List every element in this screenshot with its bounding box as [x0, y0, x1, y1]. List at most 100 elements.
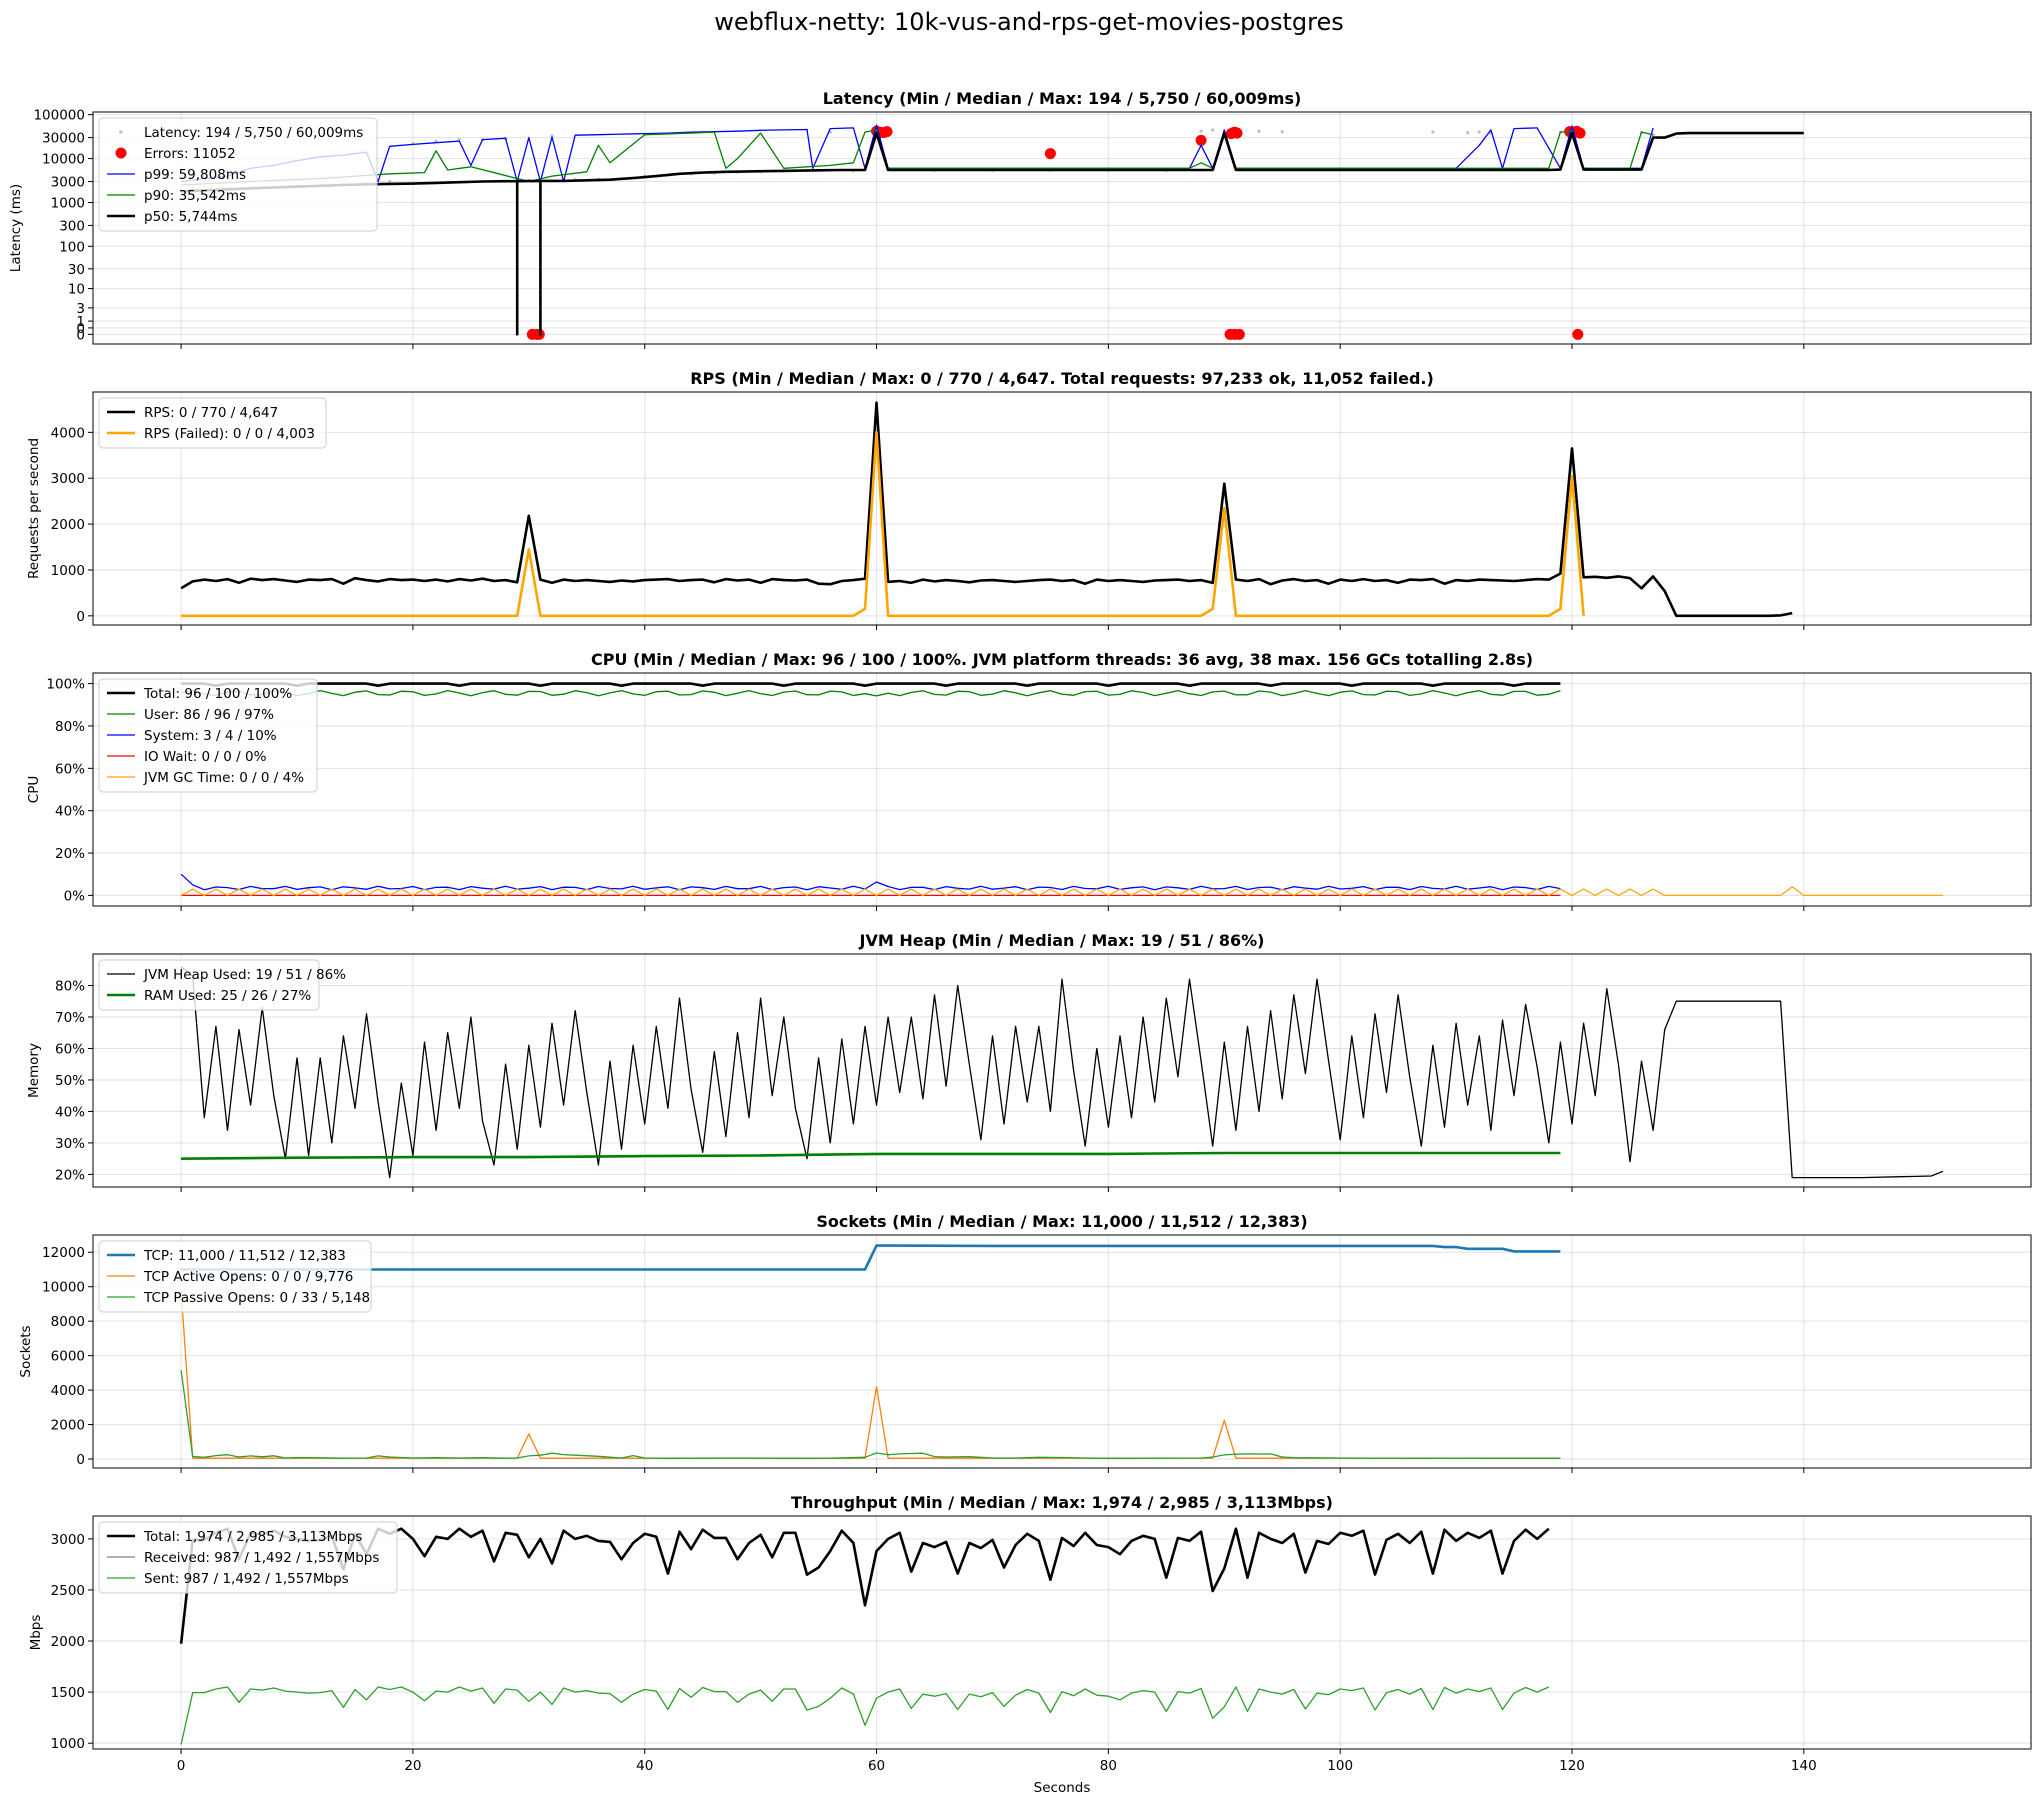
latency-point: [1466, 131, 1470, 135]
series-latency-4: [181, 131, 1804, 336]
y-tick-label: 30: [68, 262, 85, 278]
latency-point: [1477, 130, 1481, 134]
data-layer-sockets: [180, 1244, 1561, 1459]
axes-frame: [92, 391, 2032, 626]
axes-frame: [92, 672, 2032, 907]
y-tick-label: 3000: [51, 1532, 85, 1548]
legend-entry: Errors: 11052: [144, 146, 236, 162]
latency-point: [1280, 130, 1284, 134]
legend-entry: RAM Used: 25 / 26 / 27%: [144, 988, 311, 1004]
y-tick-label: 3: [76, 301, 85, 317]
series-cpu-0: [181, 682, 1561, 687]
panel-title-sockets: Sockets (Min / Median / Max: 11,000 / 11…: [816, 1212, 1307, 1231]
legend-entry: Received: 987 / 1,492 / 1,557Mbps: [144, 1550, 379, 1566]
panel-heap: 20% 30% 40% 50% 60% 70% 80% JVM Heap (Min / Med…: [26, 931, 2032, 1192]
error-point: [1233, 328, 1245, 340]
series-rps-0: [180, 401, 1793, 618]
series-sockets-2: [180, 1370, 1561, 1459]
y-tick-label: 8000: [51, 1314, 85, 1330]
legend-entry: TCP Active Opens: 0 / 0 / 9,776: [143, 1269, 353, 1285]
y-tick-label: 10: [68, 282, 85, 298]
data-layer-heap: [180, 966, 1944, 1179]
data-layer-latency: [179, 124, 1804, 340]
legend-entry: RPS: 0 / 770 / 4,647: [144, 405, 278, 421]
legend-entry: Total: 96 / 100 / 100%: [143, 686, 292, 702]
panel-title-throughput: Throughput (Min / Median / Max: 1,974 / …: [791, 1493, 1333, 1512]
series-heap-0: [180, 966, 1944, 1179]
y-tick-label: 1000: [51, 563, 85, 579]
latency-point: [457, 138, 461, 142]
y-tick-label: 100: [59, 239, 85, 255]
panel-title-heap: JVM Heap (Min / Median / Max: 19 / 51 / …: [859, 931, 1265, 950]
error-point: [881, 126, 893, 138]
legend-marker: [119, 130, 123, 134]
latency-point: [1257, 129, 1261, 133]
series-cpu-4: [180, 886, 1943, 897]
y-tick-label: 30%: [55, 1136, 85, 1152]
y-tick-label: 40%: [55, 804, 85, 820]
x-axis-label: Seconds: [1034, 1780, 1091, 1796]
y-axis-label-throughput: Mbps: [28, 1615, 44, 1651]
series-cpu-2: [180, 873, 1561, 891]
legend-rps: RPS: 0 / 770 / 4,647 RPS (Failed): 0 / 0 …: [98, 397, 327, 449]
data-layer-rps: [180, 401, 1793, 618]
series-latency-3: [181, 129, 1654, 186]
data-layer-cpu: [180, 682, 1943, 897]
legend-entry: RPS (Failed): 0 / 0 / 4,003: [144, 426, 315, 442]
latency-point: [388, 179, 392, 184]
legend-box: [98, 1240, 372, 1313]
error-point: [1228, 127, 1240, 139]
y-tick-label: 0: [76, 327, 85, 343]
series-throughput-0: [179, 1527, 1550, 1644]
y-axis-label-rps: Requests per second: [26, 438, 42, 579]
y-tick-label: 1: [76, 314, 85, 330]
data-layer-throughput: [179, 1527, 1550, 1745]
y-axis-label-heap: Memory: [26, 1043, 42, 1098]
y-axis-label-sockets: Sockets: [18, 1325, 34, 1377]
legend-entry: IO Wait: 0 / 0 / 0%: [144, 749, 267, 765]
legend-box: [98, 1521, 398, 1594]
y-tick-label: 6000: [51, 1349, 85, 1365]
x-tick-label: 120: [1559, 1758, 1585, 1774]
y-tick-label: 0: [76, 609, 85, 625]
series-heap-1: [181, 1151, 1561, 1160]
series-latency-2: [181, 124, 1654, 183]
panel-throughput: 0 20 40 60 80 100 120 140 1000 1500 2000 2500 3000 Th…: [28, 1493, 2032, 1774]
legend-box: [98, 397, 327, 449]
axes-frame: [92, 1515, 2032, 1750]
series-cpu-1: [180, 689, 1561, 697]
axes-frame: [92, 111, 2032, 345]
legend-heap: JVM Heap Used: 19 / 51 / 86% RAM Used: 25…: [98, 959, 346, 1011]
y-axis-label-latency: Latency (ms): [8, 184, 24, 272]
panel-cpu: 0% 20% 40% 60% 80% 100% CPU (Min / Median / Ma…: [26, 650, 2032, 911]
x-tick-label: 0: [177, 1758, 186, 1774]
legend-entry: Sent: 987 / 1,492 / 1,557Mbps: [144, 1571, 349, 1587]
y-tick-label: 0: [76, 1452, 85, 1468]
y-tick-label: 2000: [51, 517, 85, 533]
legend-entry: p50: 5,744ms: [144, 209, 237, 225]
panel-rps: 0 1000 2000 3000 4000 RPS (Min / Median / Max…: [26, 369, 2032, 630]
y-tick-label: 2500: [51, 1583, 85, 1599]
legend-latency: Latency: 194 / 5,750 / 60,009ms Errors: 1…: [98, 117, 378, 232]
series-sockets-1: [180, 1290, 1561, 1459]
y-tick-label: 300: [59, 218, 85, 234]
latency-point: [1431, 130, 1435, 134]
y-tick-label: 4000: [51, 1383, 85, 1399]
y-tick-label: 1500: [51, 1685, 85, 1701]
x-tick-label: 100: [1327, 1758, 1353, 1774]
series-sockets-0: [181, 1244, 1561, 1271]
legend-sockets: TCP: 11,000 / 11,512 / 12,383 TCP Active …: [98, 1240, 372, 1313]
legend-entry: p90: 35,542ms: [144, 188, 246, 204]
legend-entry: TCP: 11,000 / 11,512 / 12,383: [143, 1248, 346, 1264]
y-tick-label: 10000: [42, 152, 85, 168]
error-point: [1044, 148, 1056, 160]
legend-entry: System: 3 / 4 / 10%: [144, 728, 277, 744]
latency-point: [550, 134, 554, 138]
legend-entry: p99: 59,808ms: [144, 167, 246, 183]
y-tick-label: 30000: [42, 131, 85, 147]
panel-title-rps: RPS (Min / Median / Max: 0 / 770 / 4,647…: [690, 369, 1434, 388]
legend-entry: Latency: 194 / 5,750 / 60,009ms: [144, 125, 363, 141]
legend-box: [98, 959, 320, 1011]
y-tick-label: 100%: [46, 677, 85, 693]
